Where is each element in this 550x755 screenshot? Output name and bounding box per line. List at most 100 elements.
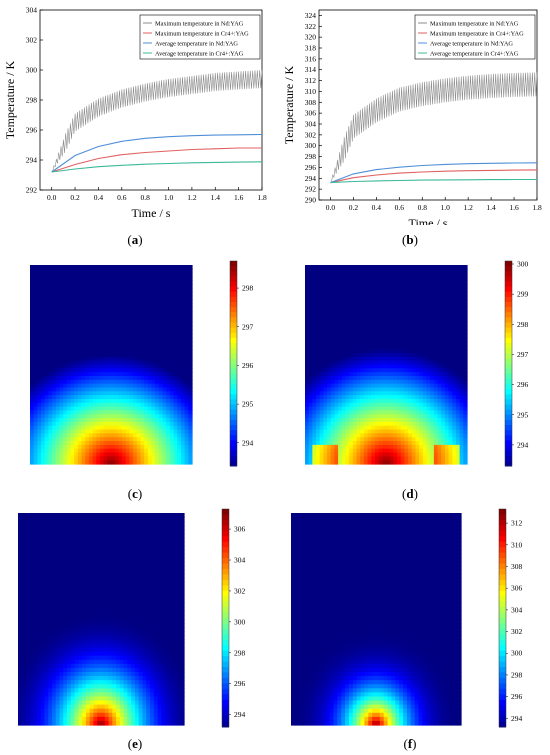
heatmap-cell <box>305 349 310 354</box>
heatmap-cell <box>360 272 365 278</box>
heatmap-cell <box>334 360 339 366</box>
heatmap-cell <box>18 545 23 551</box>
heatmap-cell <box>133 372 138 377</box>
heatmap-cell <box>21 712 27 718</box>
heatmap-cell <box>455 395 461 400</box>
heatmap-cell <box>360 330 365 335</box>
heatmap-cell <box>312 425 317 431</box>
y-tick-label: 294 <box>305 174 317 183</box>
heatmap-cell <box>345 460 350 465</box>
heatmap-cell <box>352 268 358 274</box>
heatmap-cell <box>173 418 178 423</box>
heatmap-cell <box>404 429 409 434</box>
heatmap-cell <box>411 356 417 362</box>
heatmap-cell <box>327 418 332 423</box>
heatmap-cell <box>437 295 442 301</box>
heatmap-cell <box>312 460 317 465</box>
heatmap-cell <box>118 314 123 320</box>
heatmap-cell <box>155 337 160 343</box>
heatmap-cell <box>430 425 435 431</box>
heatmap-cell <box>452 402 457 408</box>
heatmap-cell <box>448 307 453 312</box>
heatmap-cell <box>158 391 164 396</box>
heatmap-cell <box>18 529 23 534</box>
heatmap-cell <box>352 341 358 346</box>
heatmap-cell <box>378 387 383 392</box>
heatmap-cell <box>338 452 343 457</box>
heatmap-cell <box>151 337 156 343</box>
heatmap-cell <box>356 368 361 373</box>
heatmap-cell <box>400 360 406 366</box>
heatmap-cell <box>459 429 464 434</box>
heatmap-cell <box>63 414 68 419</box>
heatmap-cell <box>400 353 406 358</box>
heatmap-cell <box>37 414 42 419</box>
heatmap-cell <box>81 284 86 289</box>
heatmap-cell <box>114 272 119 278</box>
heatmap-cell <box>151 272 156 278</box>
heatmap-cell <box>59 429 64 434</box>
heatmap-cell <box>37 360 42 366</box>
heatmap-cell <box>422 402 428 408</box>
legend-entry: Maximum temperature in Nd:YAG <box>430 21 519 28</box>
heatmap-cell <box>327 333 332 339</box>
heatmap-cell <box>59 360 64 366</box>
heatmap-cell <box>63 322 68 327</box>
heatmap-cell <box>374 410 380 415</box>
heatmap-cell <box>378 307 383 312</box>
heatmap-cell <box>140 330 145 335</box>
heatmap-cell <box>41 418 46 423</box>
heatmap-cell <box>374 356 380 362</box>
heatmap-cell <box>158 299 164 304</box>
heatmap-cell <box>37 287 42 293</box>
heatmap-cell <box>334 326 339 331</box>
heatmap-cell <box>349 433 354 438</box>
heatmap-cell <box>459 333 464 339</box>
heatmap-cell <box>371 375 376 381</box>
heatmap-cell <box>341 395 347 400</box>
heatmap-cell <box>25 545 30 551</box>
heatmap-cell <box>107 383 112 389</box>
heatmap-cell <box>70 314 75 320</box>
heatmap-cell <box>44 345 50 350</box>
heatmap-cell <box>96 406 101 412</box>
heatmap-cell <box>63 345 68 350</box>
heatmap-cell <box>41 460 46 465</box>
heatmap-cell <box>151 314 156 320</box>
heatmap-cell <box>103 330 108 335</box>
heatmap-cell <box>452 437 457 442</box>
heatmap-cell <box>184 353 189 358</box>
heatmap-cell <box>455 353 461 358</box>
heatmap-cell <box>352 437 358 442</box>
heatmap-cell <box>367 383 372 389</box>
heatmap-cell <box>70 353 75 358</box>
heatmap-cell <box>155 379 160 385</box>
heatmap-cell <box>114 299 119 304</box>
heatmap-cell <box>41 287 46 293</box>
heatmap-cell <box>114 448 119 454</box>
heatmap-cell <box>371 345 376 350</box>
heatmap-cell <box>345 433 350 438</box>
heatmap-cell <box>155 421 160 427</box>
heatmap-cell <box>107 295 112 301</box>
heatmap-cell <box>448 287 453 293</box>
heatmap-cell <box>349 395 354 400</box>
heatmap-cell <box>308 425 313 431</box>
heatmap-cell <box>371 291 376 297</box>
heatmap-cell <box>415 414 420 419</box>
heatmap-cell <box>55 383 61 389</box>
heatmap-cell <box>338 410 343 415</box>
heatmap-cell <box>21 541 27 547</box>
heatmap-cell <box>397 372 402 377</box>
heatmap-cell <box>444 360 450 366</box>
heatmap-cell <box>103 414 108 419</box>
heatmap-cell <box>85 414 90 419</box>
heatmap-cell <box>85 268 90 274</box>
heatmap-cell <box>356 391 361 396</box>
heatmap-cell <box>133 414 138 419</box>
heatmap-cell <box>66 456 72 461</box>
x-tick-label: 1.2 <box>463 203 473 212</box>
x-tick-label: 0.8 <box>140 193 150 202</box>
heatmap-cell <box>33 387 38 392</box>
